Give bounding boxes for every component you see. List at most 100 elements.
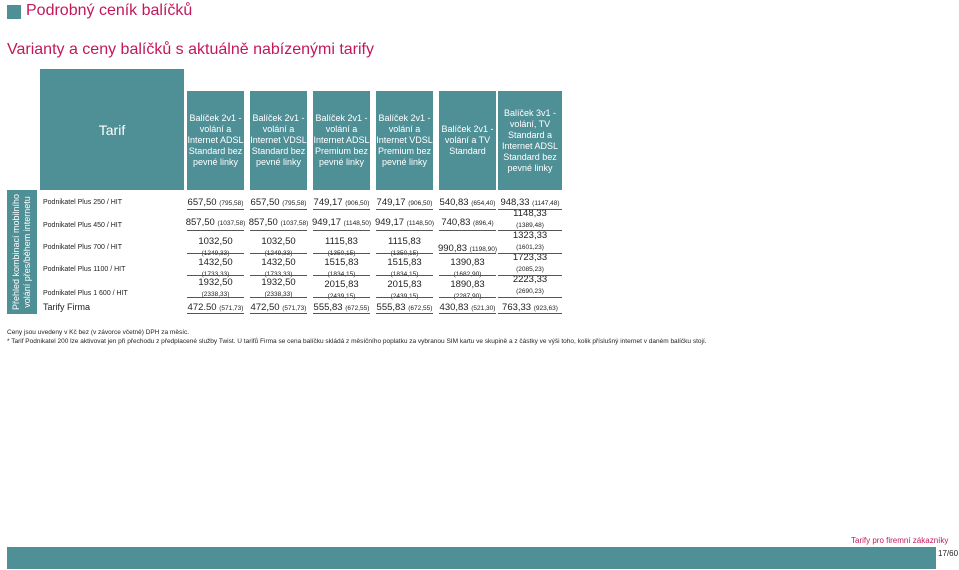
table-cell: 657,50 (795,58)	[183, 197, 248, 209]
row-label: Podnikatel Plus 1 600 / HIT	[43, 290, 128, 297]
cell-vat-price: (672,55)	[408, 305, 433, 312]
cell-value: 430,83	[439, 302, 469, 313]
table-cell: 1390,83 (1682,90)	[435, 257, 500, 280]
cell-value: 1515,83	[324, 257, 359, 268]
side-band	[7, 190, 37, 314]
table-cell: 949,17 (1148,50)	[309, 217, 374, 229]
cell-value: 1323,33	[512, 230, 548, 241]
cell-vat-price: (2085,23)	[516, 266, 544, 273]
cell-value: 1432,50	[198, 257, 233, 268]
cell-vat-price: (1198,90)	[469, 246, 498, 253]
cell-underline	[313, 253, 370, 254]
cell-vat-price: (1733,33)	[202, 271, 230, 278]
table-cell: 1932,50 (2338,33)	[183, 277, 248, 300]
cell-vat-price: (1037,58)	[217, 220, 246, 227]
cell-vat-price: (1147,48)	[532, 200, 560, 207]
table-cell: 1515,83 (1834,15)	[372, 257, 437, 280]
page-number: 17/60	[938, 549, 959, 558]
table-cell: 1032,50(1249,33)	[246, 236, 311, 259]
cell-vat-price: (672,55)	[345, 305, 370, 312]
table-cell: 1148,33 (1389,48)	[494, 208, 566, 231]
cell-value: 949,17	[374, 217, 405, 228]
cell-vat-price: (1389,48)	[516, 222, 544, 229]
table-cell: 1115,83(1350,15)	[309, 236, 374, 259]
cell-underline	[187, 209, 244, 210]
cell-value: 1032,50	[261, 236, 296, 247]
table-cell: 857,50 (1037,58)	[183, 217, 248, 229]
cell-underline	[187, 253, 244, 254]
header-column-6: Balíček 3v1 - volání, TV Standard a Inte…	[498, 91, 562, 190]
cell-vat-price: (795,58)	[282, 200, 307, 207]
table-cell: 2223,33 (2690,23)	[494, 274, 566, 297]
row-label: Podnikatel Plus 250 / HIT	[43, 199, 122, 206]
cell-underline	[250, 275, 307, 276]
cell-value: 749,17	[313, 197, 343, 208]
table-cell: 1432,50 (1733,33)	[246, 257, 311, 280]
cell-underline	[498, 253, 562, 254]
cell-value: 1115,83	[388, 236, 421, 247]
cell-underline	[250, 297, 307, 298]
cell-underline	[376, 230, 433, 231]
cell-vat-price: (906,50)	[408, 200, 433, 207]
cell-underline	[187, 297, 244, 298]
cell-value: 1932,50	[198, 277, 233, 288]
cell-vat-price: (2439,15)	[328, 293, 356, 300]
cell-value: 540,83	[439, 197, 469, 208]
firm-row-label: Tarify Firma	[43, 302, 90, 312]
footer-band	[7, 547, 936, 569]
cell-vat-price: (1148,50)	[406, 220, 435, 227]
cell-vat-price: (1733,33)	[265, 271, 293, 278]
table-cell: 1932,50 (2338,33)	[246, 277, 311, 300]
table-cell: 990,83 (1198,90)	[435, 243, 500, 255]
cell-vat-price: (1834,15)	[328, 271, 356, 278]
cell-underline	[376, 275, 433, 276]
cell-underline	[250, 253, 307, 254]
table-cell: 949,17 (1148,50)	[372, 217, 437, 229]
row-label: Podnikatel Plus 1100 / HIT	[43, 266, 126, 273]
title-square-marker	[7, 5, 21, 19]
cell-vat-price: (1834,15)	[391, 271, 419, 278]
row-label: Podnikatel Plus 450 / HIT	[43, 222, 122, 229]
cell-underline	[376, 297, 433, 298]
header-column-2: Balíček 2v1 - volání a Internet VDSL Sta…	[250, 91, 307, 190]
cell-underline	[313, 230, 370, 231]
page-subtitle: Varianty a ceny balíčků s aktuálně nabíz…	[7, 41, 374, 58]
cell-underline	[250, 313, 307, 314]
cell-vat-price: (654,40)	[471, 200, 496, 207]
cell-vat-price: (571,73)	[219, 305, 244, 312]
table-cell: 948,33 (1147,48)	[494, 197, 566, 209]
cell-underline	[498, 209, 562, 210]
cell-value: 857,50	[248, 217, 278, 228]
cell-vat-price: (1682,90)	[454, 271, 482, 278]
cell-value: 555,83	[313, 302, 343, 313]
cell-value: 555,83	[376, 302, 406, 313]
cell-underline	[250, 230, 307, 231]
cell-value: 1032,50	[198, 236, 233, 247]
note-tarif: * Tarif Podnikatel 200 lze aktivovat jen…	[7, 338, 707, 345]
table-cell: 763,33 (923,63)	[494, 302, 566, 314]
cell-value: 1432,50	[261, 257, 296, 268]
cell-vat-price: (2690,23)	[516, 288, 544, 295]
cell-vat-price: (1037,58)	[280, 220, 309, 227]
cell-value: 2015,83	[387, 279, 422, 290]
cell-underline	[376, 209, 433, 210]
cell-vat-price: (2439,15)	[391, 293, 419, 300]
cell-value: 2015,83	[324, 279, 359, 290]
table-cell: 1890,83 (2287,90)	[435, 279, 500, 302]
cell-vat-price: (571,73)	[282, 305, 307, 312]
table-cell: 555,83 (672,55)	[372, 302, 437, 314]
header-tarif: Tarif	[40, 69, 184, 190]
table-cell: 1323,33 (1601,23)	[494, 230, 566, 253]
cell-value: 1932,50	[261, 277, 296, 288]
cell-underline	[187, 230, 244, 231]
header-column-1: Balíček 2v1 - volání a Internet ADSL Sta…	[187, 91, 244, 190]
table-cell: 2015,83 (2439,15)	[309, 279, 374, 302]
table-cell: 1432,50 (1733,33)	[183, 257, 248, 280]
table-cell: 1032,50(1249,33)	[183, 236, 248, 259]
table-cell: 540,83 (654,40)	[435, 197, 500, 209]
cell-underline	[313, 209, 370, 210]
cell-underline	[376, 313, 433, 314]
cell-underline	[313, 313, 370, 314]
cell-value: 1390,83	[450, 257, 485, 268]
table-cell: 1515,83 (1834,15)	[309, 257, 374, 280]
